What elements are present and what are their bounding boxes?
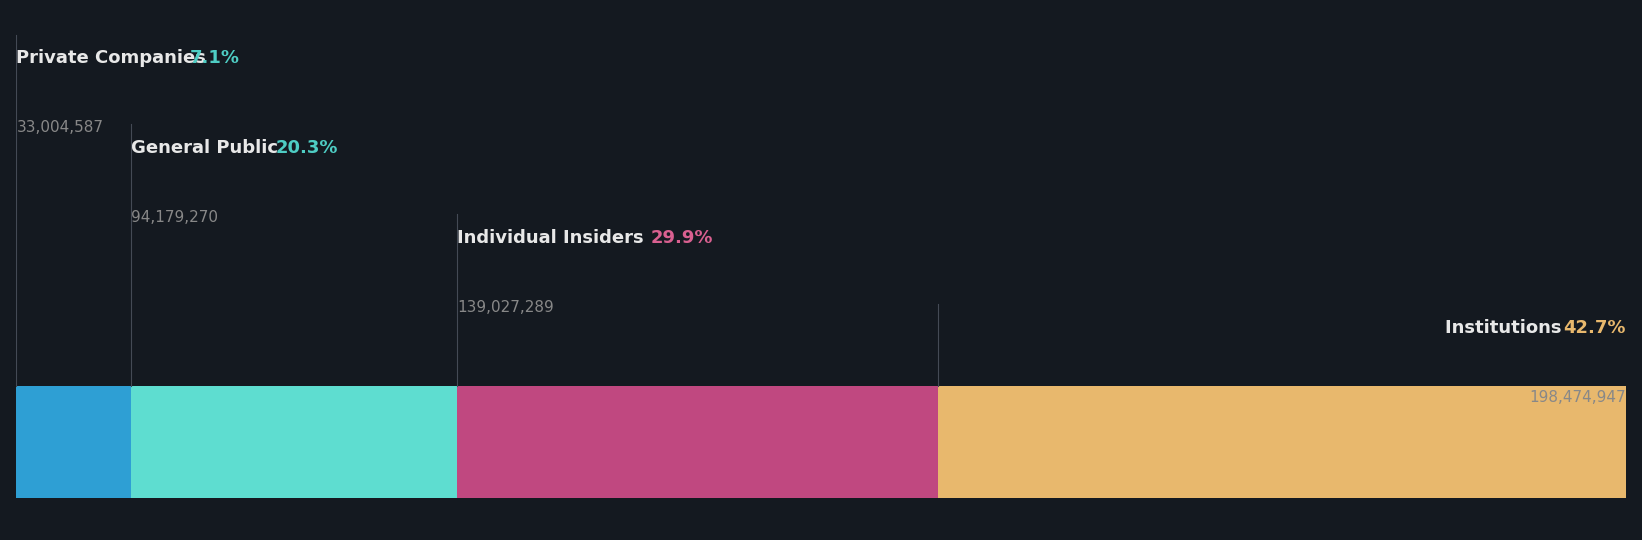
Text: 20.3%: 20.3% — [276, 139, 338, 157]
Text: 29.9%: 29.9% — [650, 230, 713, 247]
Text: Individual Insiders: Individual Insiders — [458, 230, 650, 247]
Text: 33,004,587: 33,004,587 — [16, 120, 103, 134]
Text: Institutions: Institutions — [1445, 319, 1568, 337]
Text: 7.1%: 7.1% — [190, 49, 240, 68]
Text: 94,179,270: 94,179,270 — [131, 210, 218, 225]
Bar — [458, 387, 939, 497]
Text: 42.7%: 42.7% — [1563, 319, 1626, 337]
Text: 139,027,289: 139,027,289 — [458, 300, 553, 314]
Bar — [16, 387, 131, 497]
Bar — [939, 387, 1626, 497]
Text: General Public: General Public — [131, 139, 284, 157]
Text: 198,474,947: 198,474,947 — [1529, 389, 1626, 404]
Text: Private Companies: Private Companies — [16, 49, 212, 68]
Bar — [131, 387, 458, 497]
